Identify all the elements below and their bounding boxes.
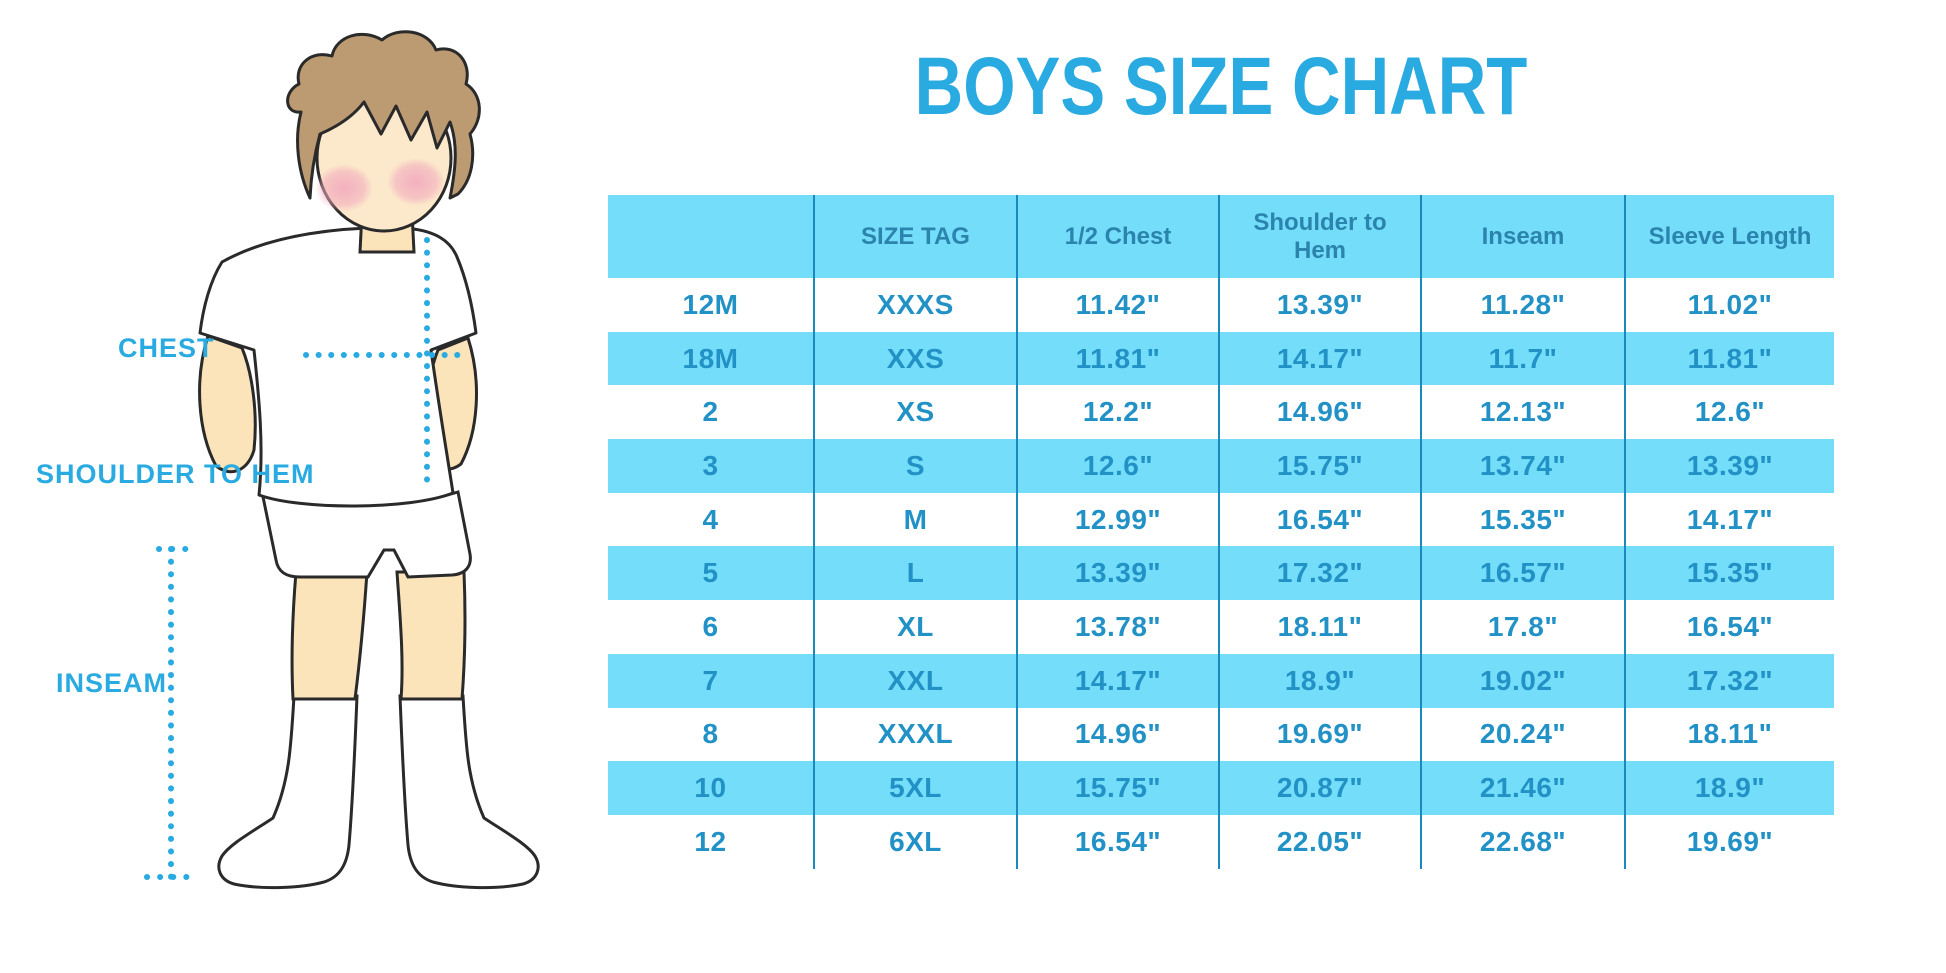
table-cell: 11.28" [1420, 278, 1624, 332]
table-cell: 22.68" [1420, 814, 1624, 869]
column-header [608, 195, 813, 278]
right-cheek-blush [387, 158, 445, 206]
table-cell: 15.35" [1624, 546, 1834, 601]
table-cell: 16.54" [1624, 600, 1834, 654]
row-label: 8 [702, 718, 719, 750]
table-cell: 11.81" [1624, 331, 1834, 386]
table-cell: 13.78" [1016, 600, 1218, 654]
table-cell: 14.17" [1218, 331, 1420, 386]
left-cheek-blush [315, 164, 373, 212]
column-header: Sleeve Length [1624, 195, 1834, 278]
table-cell: 19.02" [1420, 653, 1624, 708]
column-header: 1/2 Chest [1016, 195, 1218, 278]
row-label: 6 [702, 610, 719, 642]
table-cell: 12.2" [1016, 385, 1218, 440]
table-cell: S [813, 439, 1016, 493]
table-cell: 20.87" [1218, 761, 1420, 815]
table-cell: 17.32" [1624, 653, 1834, 708]
row-label: 12 [694, 825, 727, 857]
table-cell: XXXS [813, 278, 1016, 332]
table-cell: 18.9" [1624, 761, 1834, 815]
right-sock-foot-shape [398, 694, 540, 890]
shoulder-to-hem-label: SHOULDER TO HEM [36, 459, 315, 489]
size-chart-table: SIZE TAG 1/2 Chest Shoulder to Hem Inseam Sl… [608, 195, 1834, 870]
table-cell: 15.35" [1420, 492, 1624, 547]
table-cell: 12.6" [1016, 439, 1218, 493]
row-label: 4 [702, 503, 719, 535]
table-cell: 11.81" [1016, 331, 1218, 386]
row-label: 3 [608, 439, 813, 493]
table-cell: XL [813, 600, 1016, 654]
left-leg-shape [290, 570, 369, 701]
table-cell: 22.05" [1218, 814, 1420, 869]
table-cell: 15.75" [1016, 761, 1218, 815]
table-cell: 16.54" [1218, 492, 1420, 547]
table-cell: 13.39" [1624, 439, 1834, 493]
table-cell: 17.32" [1218, 546, 1420, 601]
table-cell: 6XL [813, 814, 1016, 869]
table-cell: 18.11" [1218, 600, 1420, 654]
page-title: BOYS SIZE CHART [914, 41, 1528, 132]
table-cell: 13.39" [1218, 278, 1420, 332]
table-cell: XXL [813, 653, 1016, 708]
inseam-label: INSEAM [56, 668, 168, 698]
table-cell: 5XL [813, 761, 1016, 815]
row-label: 2 [702, 396, 719, 428]
row-label: 12M [682, 288, 739, 320]
column-header: SIZE TAG [813, 195, 1016, 278]
column-header: Shoulder to Hem [1218, 195, 1420, 278]
table-cell: L [813, 546, 1016, 601]
left-arm-shape [198, 334, 257, 473]
table-cell: 15.75" [1218, 439, 1420, 493]
table-cell: 11.7" [1420, 331, 1624, 386]
table-cell: 19.69" [1218, 707, 1420, 762]
row-label: 10 [608, 761, 813, 815]
row-label: 18M [608, 331, 813, 386]
table-cell: M [813, 492, 1016, 547]
row-label: 5 [608, 546, 813, 601]
column-header: Inseam [1420, 195, 1624, 278]
table-cell: 12.13" [1420, 385, 1624, 440]
table-cell: 11.42" [1016, 278, 1218, 332]
table-cell: 14.96" [1218, 385, 1420, 440]
row-label: 7 [608, 653, 813, 708]
table-cell: 12.6" [1624, 385, 1834, 440]
table-cell: XXS [813, 331, 1016, 386]
table-cell: 18.9" [1218, 653, 1420, 708]
table-cell: 14.17" [1016, 653, 1218, 708]
table-cell: 12.99" [1016, 492, 1218, 547]
table-cell: 11.02" [1624, 278, 1834, 332]
table-cell: 19.69" [1624, 814, 1834, 869]
table-cell: 18.11" [1624, 707, 1834, 762]
left-sock-foot-shape [217, 694, 359, 890]
right-leg-shape [395, 570, 467, 701]
table-cell: 14.17" [1624, 492, 1834, 547]
table-cell: 13.39" [1016, 546, 1218, 601]
table-cell: XXXL [813, 707, 1016, 762]
boy-illustration [144, 30, 540, 890]
table-cell: 17.8" [1420, 600, 1624, 654]
table-cell: 16.57" [1420, 546, 1624, 601]
table-cell: 20.24" [1420, 707, 1624, 762]
table-cell: 16.54" [1016, 814, 1218, 869]
table-cell: 14.96" [1016, 707, 1218, 762]
table-cell: 21.46" [1420, 761, 1624, 815]
table-cell: XS [813, 385, 1016, 440]
table-cell: 13.74" [1420, 439, 1624, 493]
chest-label: CHEST [118, 333, 215, 363]
hair-shape [286, 30, 481, 200]
